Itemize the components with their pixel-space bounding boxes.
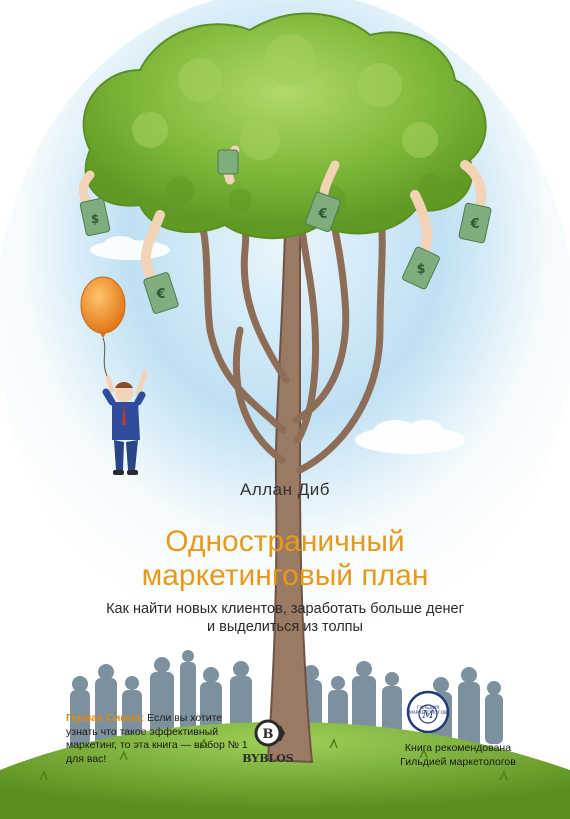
currency-symbol: € <box>317 207 327 222</box>
book-author: Аллан Диб <box>240 480 330 499</box>
publisher-logo: B <box>254 719 285 747</box>
hand-with-money <box>140 210 179 314</box>
guild-badge: М <box>406 690 450 734</box>
guild-badge-letter: М <box>421 708 434 721</box>
tree-foliage <box>82 12 487 240</box>
hand-with-money <box>217 145 240 185</box>
balloon <box>80 276 126 379</box>
guild-badge-text: ГИЛЬДИЯ МАРКЕТОЛОГОВ <box>408 706 448 716</box>
book-title: Одностраничный маркетинговый план <box>0 525 570 593</box>
guild-recommendation: Книга рекомендована Гильдией маркетолого… <box>398 742 518 769</box>
guild-recommendation-line: Гильдией маркетологов <box>400 755 516 768</box>
book-title-line: маркетинговый план <box>141 559 429 592</box>
book-subtitle-line: Как найти новых клиентов, заработать бол… <box>106 601 464 617</box>
book-title-line: Одностраничный <box>165 525 405 558</box>
currency-symbol: € <box>155 287 165 302</box>
guild-recommendation-line: Книга рекомендована <box>404 742 512 754</box>
quote-text: Если вы хотите узнать что такое эффектив… <box>66 712 248 765</box>
publisher-logo-letter: B <box>263 727 274 742</box>
endorsement-quote: Герман Симон: Если вы хотите узнать что … <box>66 712 251 766</box>
grass-hill <box>0 722 570 819</box>
currency-symbol: $ <box>91 212 99 226</box>
hand-with-money <box>458 160 492 244</box>
hand-with-money <box>402 190 440 290</box>
hand-with-money <box>305 160 341 233</box>
tree-branches <box>196 196 386 474</box>
currency-symbol: € <box>469 217 479 232</box>
currency-symbol: $ <box>416 262 425 277</box>
man-in-suit <box>102 369 148 475</box>
book-subtitle-line: и выделиться из толпы <box>207 619 363 635</box>
book-subtitle: Как найти новых клиентов, заработать бол… <box>0 600 570 636</box>
quote-author: Герман Симон: <box>66 712 145 724</box>
publisher-name: BYBLOS <box>242 752 294 765</box>
hand-with-money <box>79 170 111 237</box>
cloud <box>355 420 465 454</box>
